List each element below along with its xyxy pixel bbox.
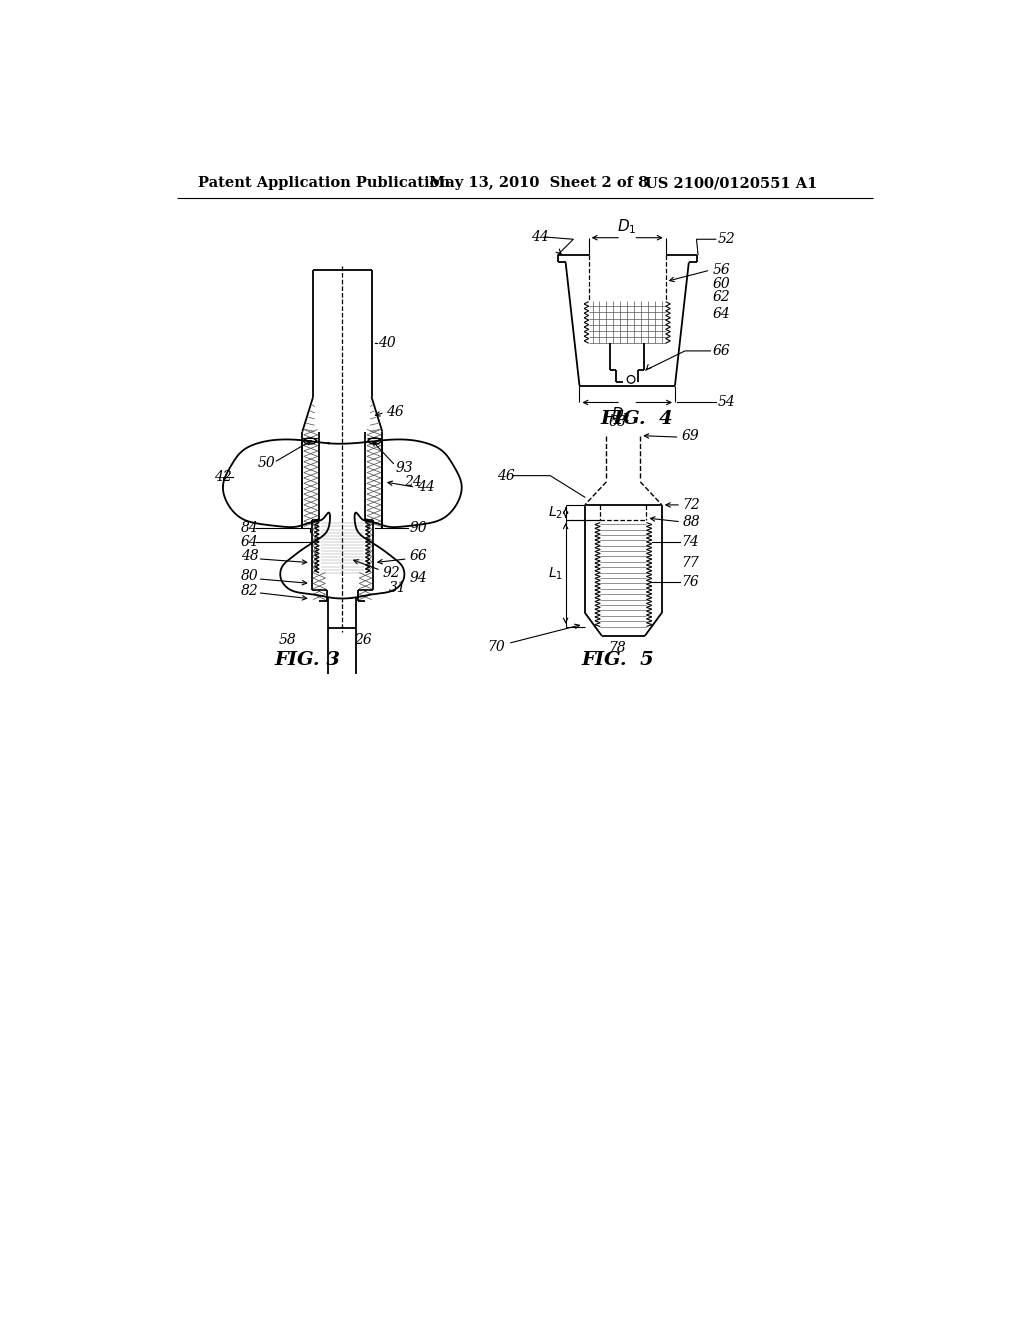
Text: $D_2$: $D_2$ (611, 405, 631, 424)
Text: 40: 40 (379, 337, 396, 350)
Text: 54: 54 (718, 396, 736, 409)
Text: 60: 60 (713, 277, 730, 290)
Text: 66: 66 (713, 345, 730, 358)
Text: 24: 24 (403, 475, 422, 488)
Text: 46: 46 (497, 469, 515, 483)
Text: 62: 62 (713, 290, 730, 304)
Text: 44: 44 (417, 480, 435, 494)
Text: 52: 52 (718, 232, 736, 247)
Text: $L_2$: $L_2$ (548, 504, 563, 521)
Text: $L_1$: $L_1$ (548, 565, 563, 582)
Text: 48: 48 (241, 549, 258, 564)
Text: 84: 84 (241, 521, 258, 535)
Text: 31: 31 (388, 581, 407, 595)
Text: 64: 64 (241, 535, 258, 549)
Text: FIG. 3: FIG. 3 (274, 652, 341, 669)
Text: 76: 76 (681, 576, 698, 589)
Text: 78: 78 (608, 642, 626, 655)
Text: FIG.  4: FIG. 4 (600, 409, 673, 428)
Text: 80: 80 (241, 569, 258, 582)
Text: 44: 44 (531, 230, 549, 244)
Text: May 13, 2010  Sheet 2 of 8: May 13, 2010 Sheet 2 of 8 (429, 176, 648, 190)
Text: FIG.  5: FIG. 5 (581, 652, 653, 669)
Text: Patent Application Publication: Patent Application Publication (199, 176, 451, 190)
Text: 72: 72 (683, 498, 700, 512)
Text: 56: 56 (713, 263, 730, 277)
Text: 50: 50 (258, 455, 275, 470)
Text: 82: 82 (241, 585, 258, 598)
Text: 74: 74 (681, 535, 698, 549)
Text: 46: 46 (386, 405, 403, 420)
Text: 70: 70 (487, 640, 505, 655)
Text: 69: 69 (681, 429, 698, 442)
Text: US 2100/0120551 A1: US 2100/0120551 A1 (645, 176, 817, 190)
Text: 42: 42 (214, 470, 231, 484)
Text: 94: 94 (410, 572, 427, 585)
Text: 77: 77 (681, 556, 698, 570)
Text: 66: 66 (410, 549, 427, 564)
Text: 26: 26 (354, 632, 372, 647)
Text: 93: 93 (395, 461, 414, 475)
Text: 92: 92 (382, 566, 400, 579)
Text: 88: 88 (683, 515, 700, 529)
Text: 64: 64 (713, 308, 730, 321)
Text: 58: 58 (279, 632, 296, 647)
Text: 68: 68 (608, 414, 626, 429)
Text: 90: 90 (410, 521, 427, 535)
Text: $D_1$: $D_1$ (617, 218, 637, 236)
